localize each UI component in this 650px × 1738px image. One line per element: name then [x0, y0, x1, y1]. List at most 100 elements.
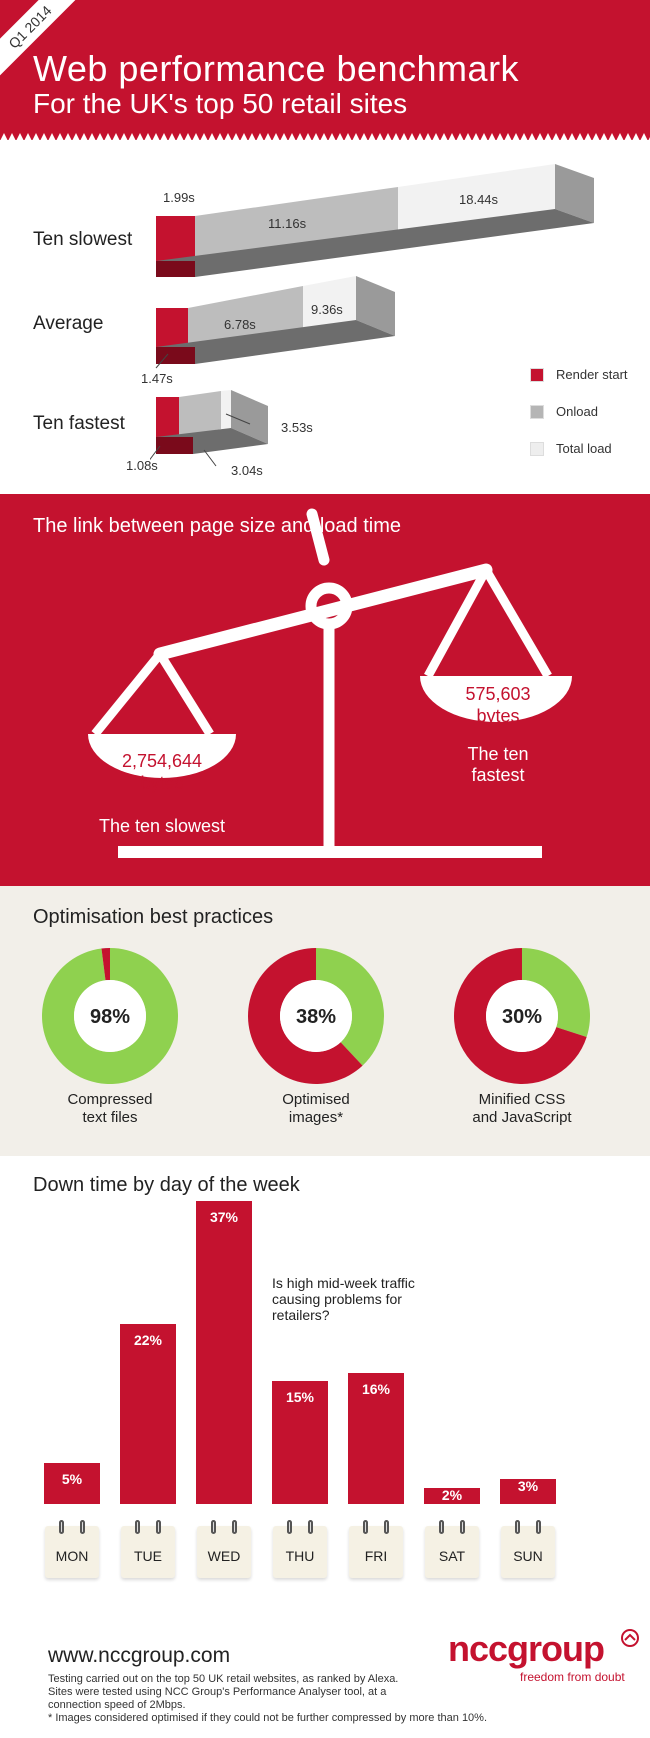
bar-value-thu: 15%: [285, 1389, 315, 1405]
optimisation-donut-charts: 98% 38% 30%: [42, 948, 590, 1084]
donut-label-2-line1: Optimised: [282, 1091, 350, 1108]
legend-swatch-total: [530, 442, 544, 456]
annotation-line1: Is high mid-week traffic: [272, 1275, 415, 1291]
day-card-mon: MON: [45, 1520, 99, 1578]
bar-value-wed: 37%: [209, 1208, 239, 1225]
load-time-bars: [150, 164, 594, 467]
balance-scale-icon: [88, 508, 572, 858]
donut-label-2-line2: images*: [288, 1109, 344, 1126]
donut-2-not-done-slice: [248, 948, 363, 1084]
annotation-line2: causing problems for: [272, 1291, 402, 1307]
bar-value-sat: 2%: [441, 1486, 463, 1503]
binder-ring-icon: [232, 1520, 237, 1534]
brand-tagline: freedom from doubt: [520, 1670, 625, 1684]
bar-average-render-shade: [156, 347, 195, 364]
day-label-sat: SAT: [438, 1548, 466, 1564]
value-slowest-onload: 11.16s: [268, 216, 307, 231]
value-fastest-render: 1.08s: [126, 458, 158, 473]
legend-swatch-onload: [530, 405, 544, 419]
binder-ring-icon: [460, 1520, 465, 1534]
bar-slowest-render-shade: [156, 261, 195, 277]
bar-fri: 16%: [348, 1372, 404, 1504]
binder-ring-icon: [515, 1520, 520, 1534]
bar-value-mon: 5%: [61, 1471, 83, 1487]
bar-slowest-total: [398, 164, 555, 232]
binder-ring-icon: [59, 1520, 64, 1534]
slowest-bytes-unit: bytes: [140, 773, 184, 793]
bar-ten-fastest: [156, 390, 268, 454]
donut-1-not-done-slice: [101, 948, 110, 981]
donut-3-hole: [486, 980, 558, 1052]
page-title: Web performance benchmark: [33, 48, 520, 89]
donut-3-not-done-slice: [453, 948, 587, 1084]
bar-tue: 22%: [120, 1323, 176, 1504]
donut-1-hole: [74, 980, 146, 1052]
day-card-tue: TUE: [121, 1520, 175, 1578]
day-card-thu: THU: [273, 1520, 327, 1578]
binder-ring-icon: [363, 1520, 368, 1534]
binder-ring-icon: [156, 1520, 161, 1534]
bar-mon: 5%: [44, 1463, 100, 1504]
donut-3: 30%: [453, 948, 590, 1084]
value-slowest-total: 18.44s: [459, 192, 499, 207]
donut-3-percent: 30%: [502, 1006, 542, 1028]
day-label-tue: TUE: [134, 1548, 162, 1564]
brand-logo: nccgroup: [448, 1628, 605, 1669]
annotation-line3: retailers?: [272, 1307, 330, 1323]
bar-fastest-onload: [179, 391, 221, 437]
bar-slowest-render: [156, 216, 195, 261]
zigzag-edge: [0, 133, 650, 140]
bar-fastest-render: [156, 397, 179, 437]
page-size-section: The link between page size and load time…: [0, 494, 650, 886]
donut-label-3-line2: and JavaScript: [472, 1109, 572, 1126]
binder-ring-icon: [211, 1520, 216, 1534]
donut-2-done-slice: [316, 948, 384, 1066]
bar-average-end: [356, 276, 395, 336]
bar-ten-slowest: [156, 164, 594, 277]
fastest-caption-line2: fastest: [471, 765, 525, 785]
footer-url[interactable]: www.nccgroup.com: [48, 1644, 231, 1667]
page-subtitle: For the UK's top 50 retail sites: [33, 88, 408, 119]
slowest-caption: The ten slowest: [98, 816, 226, 836]
bar-slowest-onload: [195, 187, 398, 261]
binder-ring-icon: [135, 1520, 140, 1534]
bar-fastest-end: [231, 390, 268, 444]
bar-fastest-total: [221, 390, 231, 429]
bar-average-bottom: [156, 320, 395, 364]
day-label-mon: MON: [55, 1548, 89, 1564]
binder-ring-icon: [536, 1520, 541, 1534]
donut-label-1-line2: text files: [82, 1109, 138, 1126]
donut-2-hole: [280, 980, 352, 1052]
donut-3-done-slice: [522, 948, 590, 1038]
value-average-onload: 6.78s: [224, 317, 256, 332]
bar-slowest-bottom: [156, 209, 594, 277]
legend-label-onload: Onload: [556, 404, 598, 419]
header-banner: Q1 2014 Web performance benchmark For th…: [0, 0, 650, 140]
footer-note-4: * Images considered optimised if they co…: [48, 1712, 488, 1724]
binder-ring-icon: [439, 1520, 444, 1534]
value-average-total: 9.36s: [311, 302, 343, 317]
donut-2: 38%: [248, 948, 384, 1084]
day-card-fri: FRI: [349, 1520, 403, 1578]
bar-average-total: [303, 276, 356, 330]
optimisation-section: Optimisation best practices 98% 38% 30% Co…: [0, 886, 650, 1156]
bar-wed: 37%: [196, 1200, 252, 1504]
donut-2-percent: 38%: [296, 1006, 336, 1028]
section-heading-optimisation: Optimisation best practices: [33, 906, 274, 928]
day-label-sun: SUN: [513, 1548, 543, 1564]
footer-note-2: Sites were tested using NCC Group's Perf…: [48, 1686, 387, 1698]
bar-fastest-render-shade: [156, 437, 193, 454]
bar-sun: 3%: [500, 1478, 556, 1504]
donut-label-3-line1: Minified CSS: [478, 1091, 566, 1108]
section-heading-downtime: Down time by day of the week: [33, 1174, 300, 1196]
binder-ring-icon: [287, 1520, 292, 1534]
footer-note-1: Testing carried out on the top 50 UK ret…: [48, 1673, 399, 1685]
day-label-wed: WED: [207, 1548, 241, 1564]
row-label-fastest: Ten fastest: [33, 413, 125, 434]
donut-label-1-line1: Compressed: [67, 1091, 153, 1108]
value-average-render: 1.47s: [141, 371, 173, 386]
binder-ring-icon: [308, 1520, 313, 1534]
bar-sat: 2%: [424, 1486, 480, 1504]
day-label-fri: FRI: [364, 1548, 388, 1564]
donut-label-3: Minified CSS and JavaScript: [442, 1091, 602, 1127]
